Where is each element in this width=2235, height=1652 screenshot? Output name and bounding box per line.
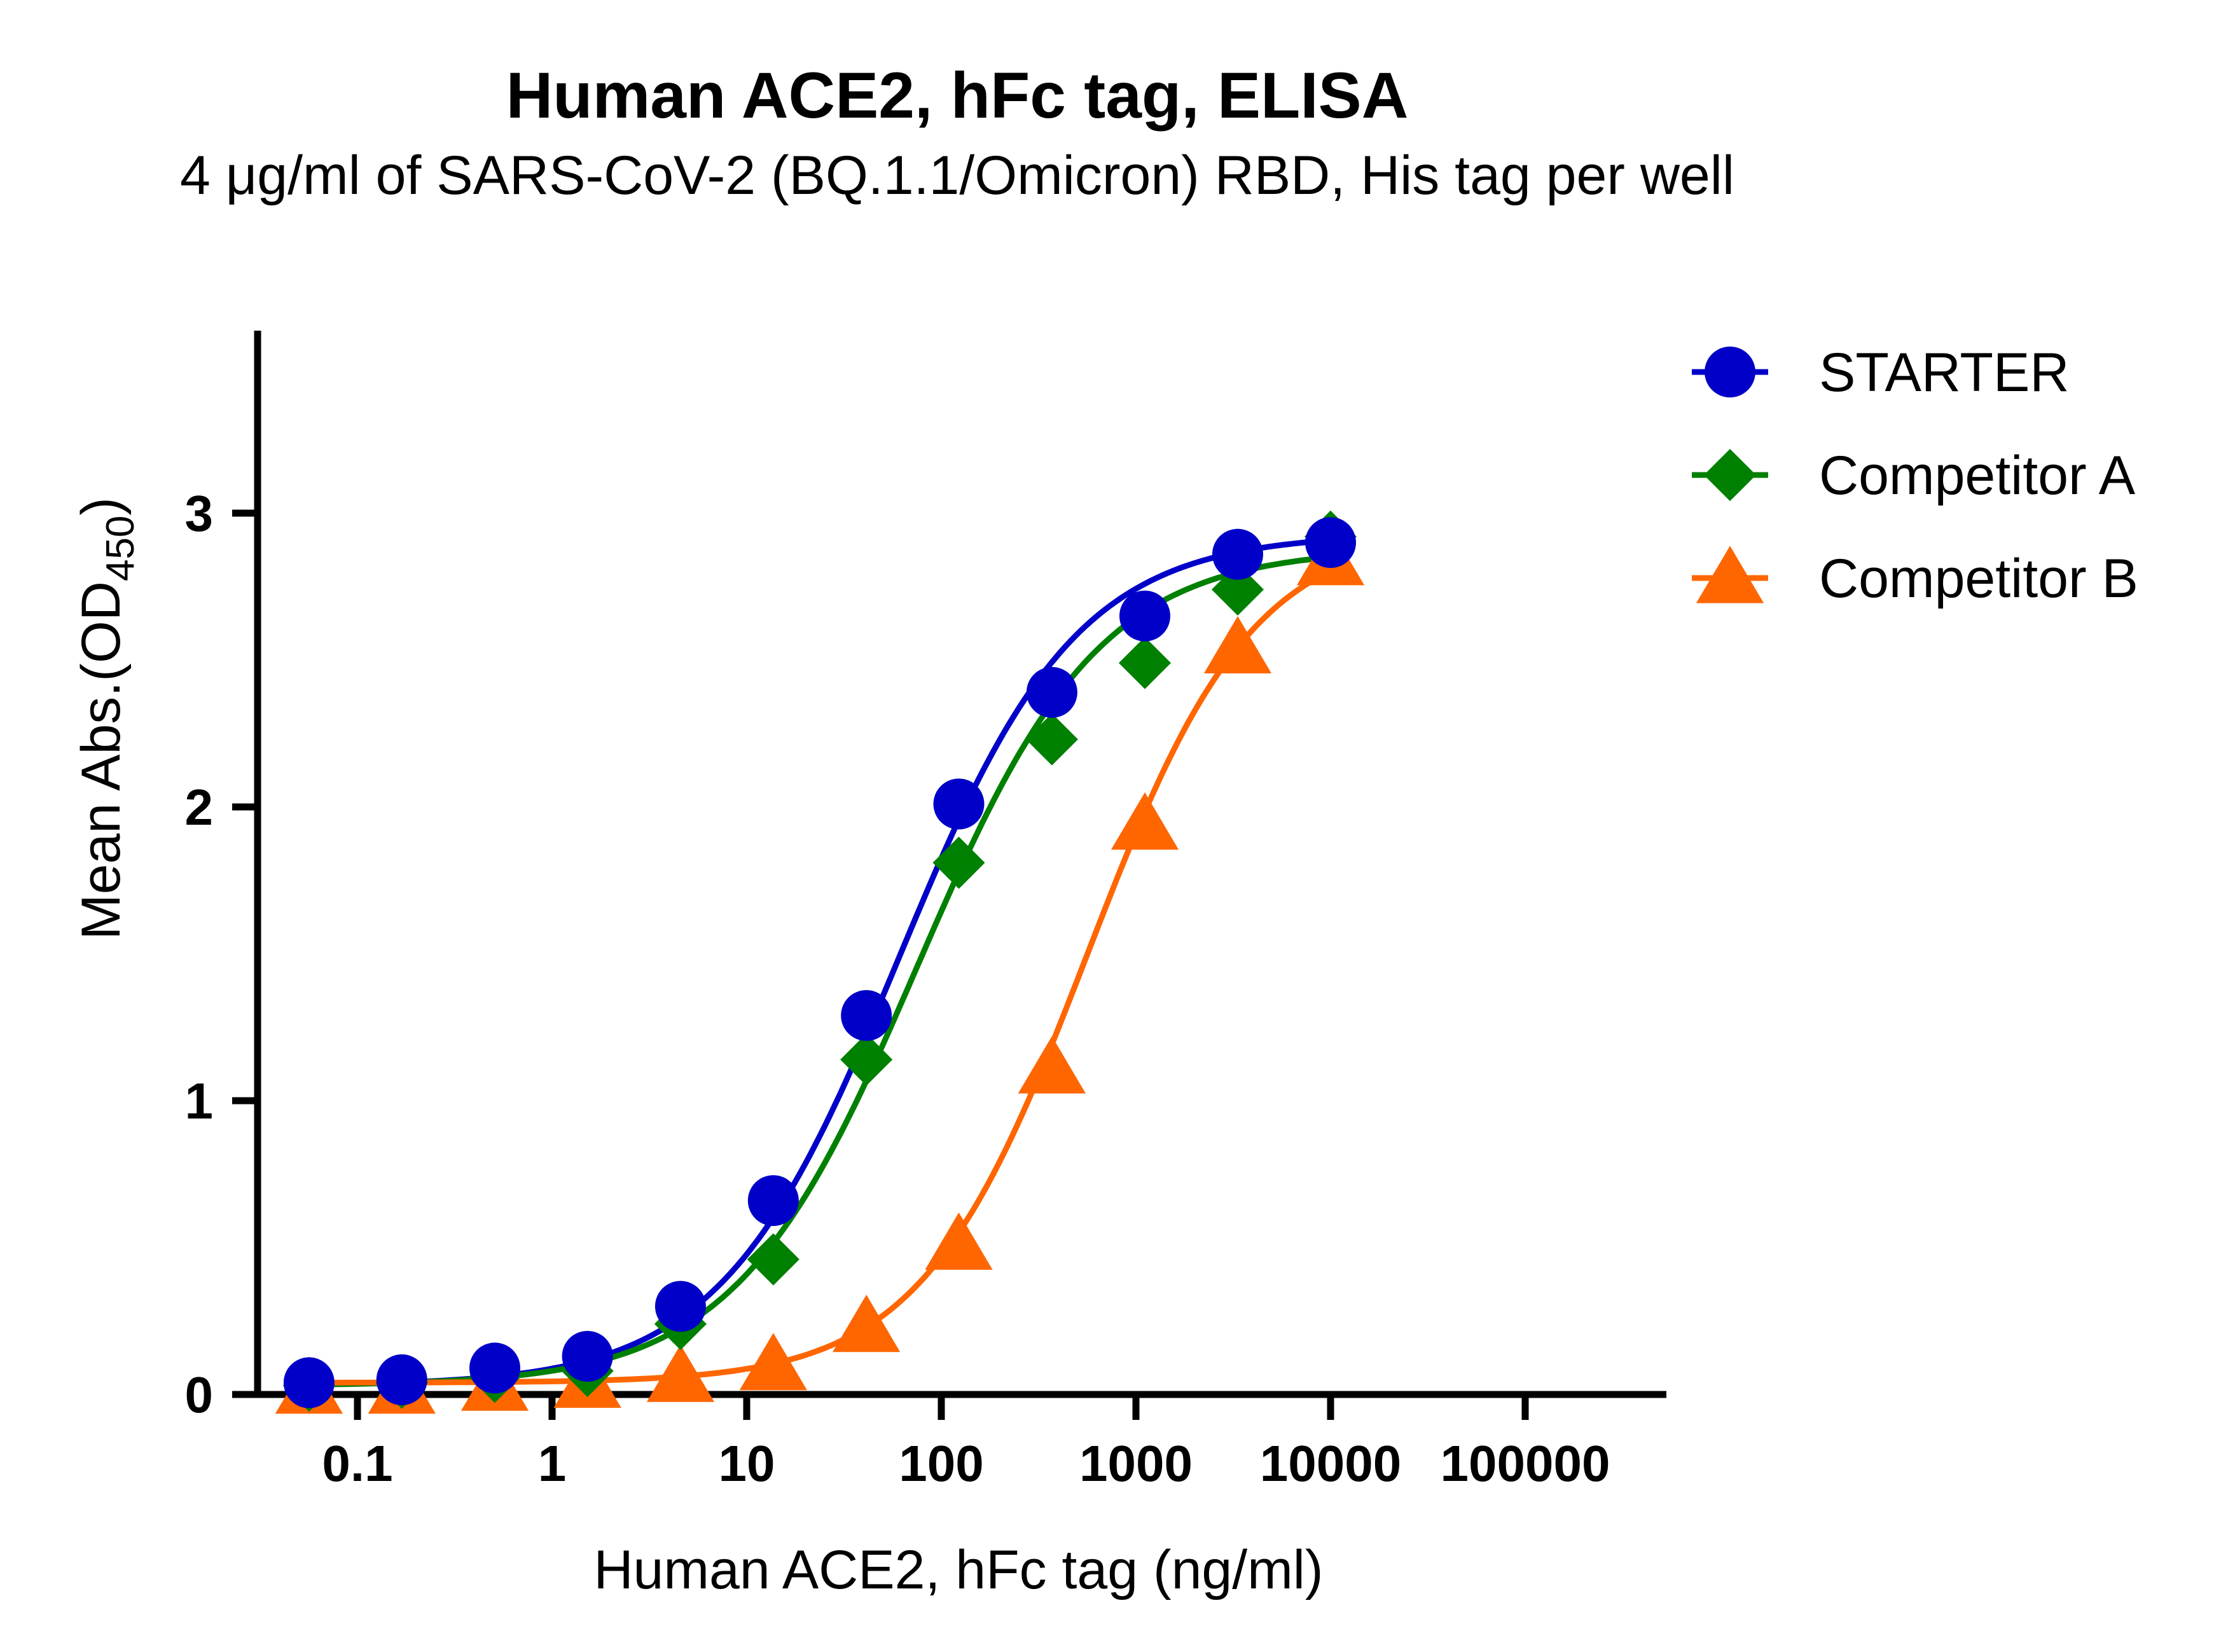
- y-tick-label: 3: [185, 485, 214, 542]
- legend-label: Competitor A: [1819, 445, 2136, 506]
- data-point: [1203, 616, 1272, 673]
- y-tick-label: 1: [185, 1073, 214, 1129]
- fit-curve: [308, 554, 1331, 1387]
- data-point: [1111, 792, 1179, 850]
- legend-marker: [1703, 448, 1757, 502]
- plot-area: 0 1 2 3 0.1 1 10 100 1000 10000 100000: [185, 331, 1666, 1492]
- data-point: [1119, 590, 1170, 642]
- data-point: [562, 1330, 613, 1382]
- data-point: [654, 1281, 706, 1332]
- data-point: [841, 990, 892, 1042]
- chart-subtitle: 4 μg/ml of SARS-CoV-2 (BQ.1.1/Omicron) R…: [180, 145, 1734, 206]
- data-point: [1026, 666, 1077, 718]
- legend-marker: [1696, 546, 1764, 603]
- data-point: [1305, 517, 1356, 568]
- y-axis-title-main: Mean Abs.(OD: [71, 581, 132, 940]
- data-point: [469, 1342, 520, 1394]
- x-tick-label: 1: [538, 1435, 567, 1492]
- legend-label: STARTER: [1819, 342, 2069, 403]
- data-point: [1211, 563, 1264, 616]
- data-point: [1018, 1036, 1086, 1094]
- y-tick-label: 2: [185, 779, 214, 836]
- x-tick-label: 10000: [1260, 1435, 1401, 1492]
- legend: STARTER Competitor A Competitor B: [1692, 342, 2138, 609]
- svg-text:Mean Abs.(OD450): Mean Abs.(OD450): [71, 497, 142, 940]
- data-point: [1118, 637, 1172, 689]
- data-point: [747, 1175, 799, 1227]
- data-point: [932, 836, 985, 889]
- x-tick-label: 100: [899, 1435, 983, 1492]
- x-tick-label: 1000: [1079, 1435, 1193, 1492]
- legend-label: Competitor B: [1819, 548, 2138, 609]
- data-point: [646, 1344, 715, 1402]
- y-axis-title: Mean Abs.(OD450): [71, 497, 142, 940]
- data-point: [840, 1033, 893, 1086]
- x-tick-label: 100000: [1441, 1435, 1610, 1492]
- chart-title: Human ACE2, hFc tag, ELISA: [506, 59, 1409, 132]
- data-point: [1025, 713, 1078, 766]
- fit-curve: [308, 537, 1331, 1387]
- data-point: [283, 1357, 335, 1408]
- x-axis-title: Human ACE2, hFc tag (ng/ml): [593, 1539, 1323, 1600]
- data-point: [747, 1233, 799, 1286]
- x-tick-label: 0.1: [322, 1435, 392, 1492]
- y-tick-label: 0: [185, 1366, 214, 1423]
- data-point: [376, 1354, 427, 1405]
- data-point: [933, 778, 985, 830]
- data-point: [739, 1333, 807, 1391]
- y-axis-title-subscript: 450: [99, 516, 142, 581]
- fit-curve: [308, 568, 1332, 1386]
- data-point: [1212, 528, 1263, 580]
- legend-marker: [1705, 347, 1755, 397]
- data-point: [925, 1212, 993, 1270]
- y-axis-title-close: ): [71, 497, 132, 516]
- data-point: [833, 1295, 901, 1353]
- x-tick-label: 10: [719, 1435, 775, 1492]
